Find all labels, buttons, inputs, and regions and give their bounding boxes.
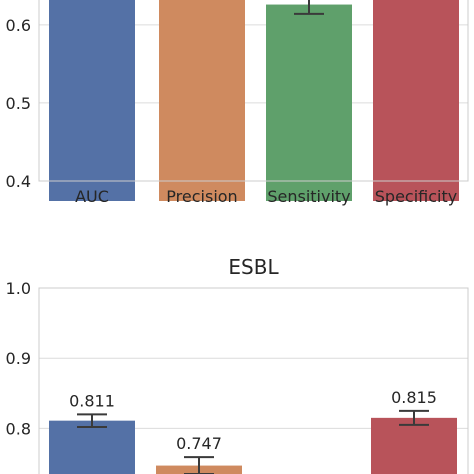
data-label-precision: 0.747 — [176, 434, 222, 453]
chart-title: ESBL — [228, 255, 279, 279]
y-tick-label: 0.6 — [6, 16, 31, 35]
chart-panel-esbl: 0.8 0.9 1.0 0.811 0.747 0.815 ESBL — [6, 255, 469, 474]
y-tick-label: 0.4 — [6, 172, 31, 191]
bar-auc — [49, 420, 135, 474]
x-tick-label: AUC — [75, 187, 109, 206]
y-tick-label: 1.0 — [6, 279, 31, 298]
bar-specificity — [371, 417, 457, 474]
y-tick-label: 0.8 — [6, 419, 31, 438]
error-bar-precision — [184, 456, 214, 474]
error-bar-auc — [77, 413, 107, 428]
x-tick-label: Specificity — [375, 187, 457, 206]
data-label-auc: 0.811 — [69, 391, 115, 410]
plot-frame — [38, 0, 469, 182]
error-bar-sensitivity — [294, 0, 324, 15]
error-bar-specificity — [399, 409, 429, 426]
x-tick-label: Precision — [166, 187, 237, 206]
y-tick-label: 0.9 — [6, 349, 31, 368]
bar-sensitivity — [266, 4, 352, 201]
chart-panel-top: 0.40.50.60.626AUCPrecisionSensitivitySpe… — [6, 0, 469, 206]
bar-specificity — [373, 0, 459, 202]
bar-auc — [49, 0, 135, 202]
data-label-specificity: 0.815 — [391, 388, 437, 407]
x-tick-label: Sensitivity — [267, 187, 350, 206]
plot-frame — [38, 287, 469, 474]
y-tick-label: 0.5 — [6, 94, 31, 113]
bar-precision — [159, 0, 245, 202]
